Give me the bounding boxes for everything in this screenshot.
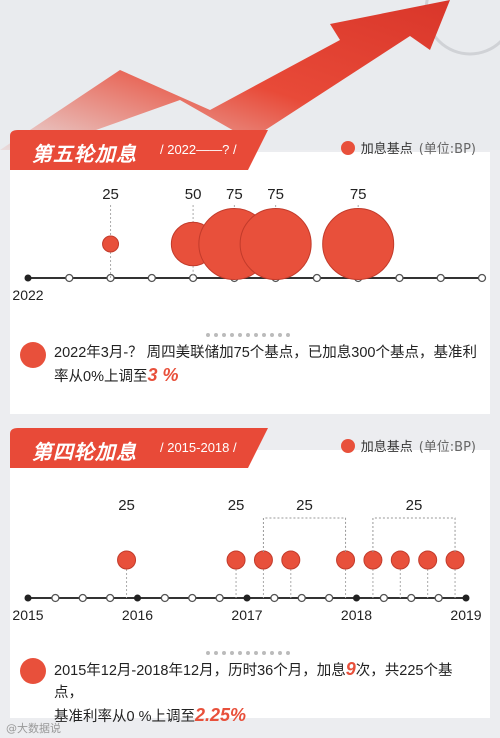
bracket-line xyxy=(262,517,347,552)
bubble-point xyxy=(390,550,410,570)
bubble-point xyxy=(253,550,273,570)
x-tick-label: 2015 xyxy=(12,607,43,623)
data-label: 25 xyxy=(406,497,423,514)
axis-major-tick xyxy=(134,594,141,602)
x-tick-label: 2018 xyxy=(341,607,372,623)
x-tick-label: 2017 xyxy=(231,607,262,623)
legend: 加息基点 (单位:BP) xyxy=(340,138,476,157)
section-tag: 第四轮加息 / 2015-2018 / xyxy=(10,428,280,468)
axis-tick xyxy=(270,593,279,603)
axis-tick xyxy=(78,593,87,603)
bubble-point xyxy=(336,550,356,570)
chart-round5: 2022 25 50 75 75 75 xyxy=(12,186,487,303)
bubble-point xyxy=(322,208,395,280)
bar-chart-icon xyxy=(20,658,46,684)
axis-tick xyxy=(215,593,224,603)
note-text-mid: 次，共225个基点， xyxy=(54,663,453,701)
bracket-line xyxy=(372,517,456,552)
legend-unit: (单位:BP) xyxy=(418,142,476,157)
section-title: 第五轮加息 xyxy=(32,142,137,166)
bar-chart-icon xyxy=(20,342,46,368)
section-range: / 2015-2018 / xyxy=(160,440,237,455)
data-label: 25 xyxy=(228,497,245,514)
dotted-separator xyxy=(206,322,296,337)
legend: 加息基点 (单位:BP) xyxy=(340,436,476,455)
axis-tick xyxy=(51,593,60,603)
bubble-point xyxy=(445,550,465,570)
legend-label: 加息基点 xyxy=(360,440,413,455)
data-label: 50 xyxy=(185,186,202,203)
axis-tick xyxy=(379,593,389,603)
bubble-point xyxy=(117,550,137,570)
bubble-point xyxy=(239,208,312,280)
note-text-2: 基准利率从0 %上调至 xyxy=(54,709,195,725)
x-tick-label: 2016 xyxy=(122,607,153,623)
bubble-point xyxy=(281,550,301,570)
legend-label: 加息基点 xyxy=(360,142,413,157)
x-tick-label: 2019 xyxy=(450,607,481,623)
axis-tick xyxy=(312,273,322,283)
data-label: 25 xyxy=(102,186,119,203)
axis-major-tick xyxy=(24,274,32,282)
rising-arrow-graphic xyxy=(0,0,500,150)
summary-note: 2015年12月-2018年12月，历时36个月，加息9次，共225个基点， 基… xyxy=(20,658,480,728)
axis-tick xyxy=(434,593,443,603)
data-label: 25 xyxy=(296,497,313,514)
axis-major-tick xyxy=(353,594,360,602)
header-banner xyxy=(0,0,500,150)
summary-note: 2022年3月-？ 周四美联储加75个基点，已加息300个基点，基准利率从0%上… xyxy=(20,342,480,388)
bubble-point xyxy=(102,235,120,253)
note-text: 2022年3月-？ 周四美联储加75个基点，已加息300个基点，基准利率从0%上… xyxy=(54,345,477,385)
axis-major-tick xyxy=(462,594,470,602)
data-label: 75 xyxy=(350,186,367,203)
data-label: 75 xyxy=(267,186,284,203)
legend-dot-icon xyxy=(340,140,355,155)
section-round4: 第四轮加息 / 2015-2018 / 加息基点 (单位:BP) 2015 201… xyxy=(10,428,490,725)
section-title: 第四轮加息 xyxy=(32,440,137,464)
data-label: 25 xyxy=(118,497,135,514)
note-count: 9 xyxy=(345,659,356,679)
axis-major-tick xyxy=(243,594,251,602)
note-text: 2015年12月-2018年12月，历时36个月，加息 xyxy=(54,663,346,679)
axis-tick xyxy=(297,593,306,603)
arrow-shape xyxy=(0,0,450,150)
axis-tick xyxy=(407,593,416,603)
legend-unit: (单位:BP) xyxy=(418,440,476,455)
section-range: / 2022——? / xyxy=(160,142,237,157)
axis-tick xyxy=(105,593,115,603)
bubble-point xyxy=(418,550,438,570)
section-round5: 第五轮加息 / 2022——? / 加息基点 (单位:BP) 2022 25 50 7… xyxy=(10,130,490,414)
axis-tick xyxy=(65,273,74,283)
axis-tick xyxy=(395,273,404,283)
axis-tick xyxy=(160,593,170,603)
axis-major-tick xyxy=(24,594,32,602)
note-highlight: 2.25% xyxy=(195,705,247,725)
section-tag: 第五轮加息 / 2022——? / xyxy=(10,130,280,170)
axis-tick xyxy=(147,273,156,283)
data-label: 75 xyxy=(226,186,243,203)
axis-tick xyxy=(324,593,334,603)
legend-dot-icon xyxy=(340,438,355,453)
axis-tick xyxy=(436,273,445,283)
bubble-point xyxy=(363,550,383,570)
bubble-point xyxy=(226,550,246,570)
axis-tick xyxy=(188,593,197,603)
note-highlight: 3 % xyxy=(147,365,179,385)
x-tick-label: 2022 xyxy=(12,287,43,303)
watermark: @大数据说 xyxy=(6,722,61,735)
chart-round4: 2015 2016 2017 2018 2019 25 25 25 25 xyxy=(12,497,481,623)
dotted-separator xyxy=(206,640,296,655)
axis-tick xyxy=(477,273,487,283)
